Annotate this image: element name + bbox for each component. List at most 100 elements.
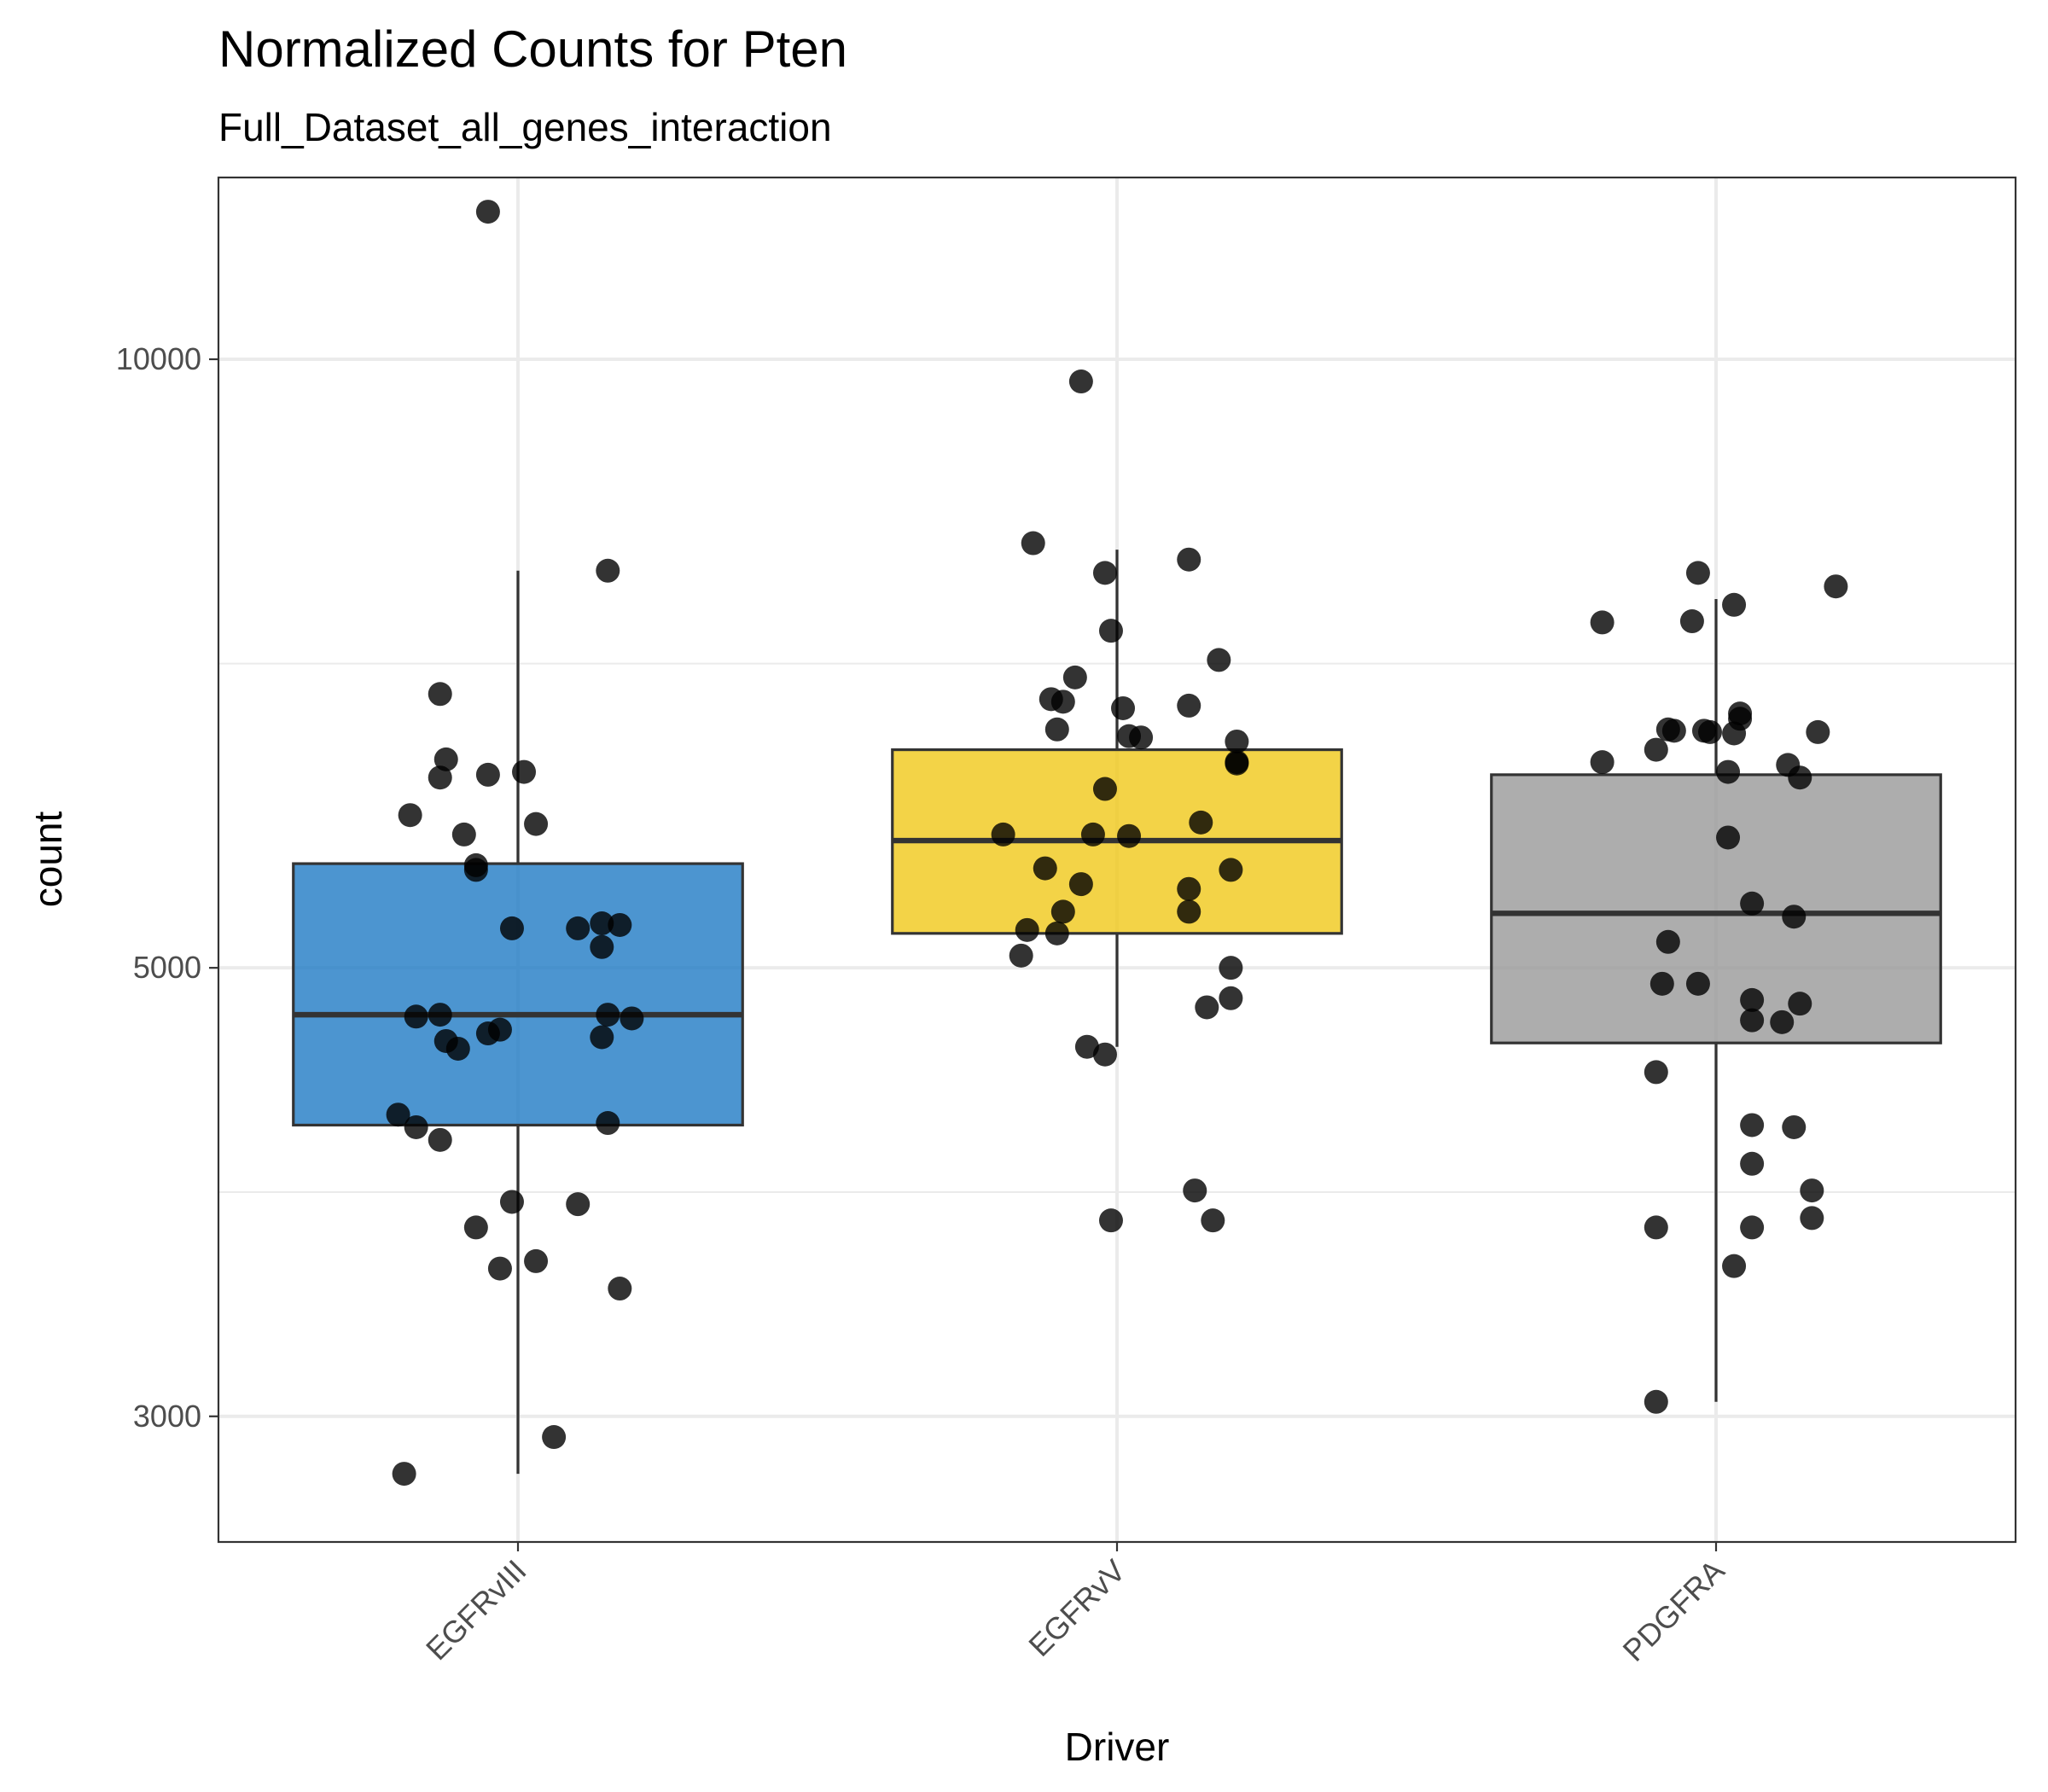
data-point bbox=[451, 822, 476, 847]
box-plots bbox=[292, 550, 1942, 1475]
data-point bbox=[608, 912, 632, 937]
data-point bbox=[499, 916, 524, 940]
data-point bbox=[1824, 574, 1848, 599]
data-point bbox=[392, 1462, 416, 1487]
data-point bbox=[1092, 777, 1117, 801]
data-point bbox=[428, 765, 452, 790]
data-point bbox=[1219, 956, 1243, 980]
data-point bbox=[1039, 687, 1063, 712]
data-point bbox=[596, 1111, 620, 1136]
data-point bbox=[1740, 1151, 1765, 1176]
data-point bbox=[1806, 719, 1830, 744]
data-point bbox=[566, 916, 591, 940]
y-tick-label: 10000 bbox=[116, 341, 201, 376]
data-point bbox=[566, 1192, 591, 1217]
data-point bbox=[463, 858, 488, 882]
y-tick-label: 3000 bbox=[133, 1399, 201, 1434]
data-point bbox=[1201, 1208, 1225, 1233]
data-point bbox=[1111, 695, 1136, 720]
data-point bbox=[1644, 737, 1668, 762]
data-point bbox=[524, 812, 549, 836]
data-point bbox=[1644, 1215, 1668, 1240]
data-point bbox=[1033, 856, 1057, 881]
data-point bbox=[1685, 971, 1710, 996]
data-point bbox=[1183, 1178, 1207, 1203]
data-point bbox=[1788, 992, 1812, 1016]
data-point bbox=[404, 1114, 428, 1139]
data-point bbox=[1177, 693, 1201, 718]
data-point bbox=[1782, 1114, 1807, 1139]
data-point bbox=[1098, 619, 1123, 643]
data-point bbox=[1225, 729, 1249, 753]
data-point bbox=[1782, 905, 1807, 929]
chart-title: Normalized Counts for Pten bbox=[218, 20, 847, 78]
data-point bbox=[1219, 858, 1243, 882]
data-point bbox=[1722, 592, 1747, 617]
data-point bbox=[1177, 547, 1201, 572]
data-point bbox=[1661, 719, 1686, 743]
data-point bbox=[1740, 1215, 1765, 1240]
data-point bbox=[1590, 750, 1615, 775]
data-point bbox=[1177, 876, 1201, 901]
data-point bbox=[1740, 891, 1765, 916]
data-point bbox=[620, 1006, 644, 1031]
data-point bbox=[404, 1004, 428, 1029]
data-point bbox=[590, 911, 614, 936]
data-point bbox=[475, 762, 500, 787]
data-point bbox=[1770, 1009, 1795, 1034]
data-point bbox=[428, 682, 452, 707]
data-point bbox=[1080, 822, 1105, 847]
data-point bbox=[487, 1017, 512, 1042]
data-point bbox=[398, 803, 422, 828]
data-point bbox=[1062, 665, 1087, 689]
data-point bbox=[590, 1025, 614, 1050]
data-point bbox=[1044, 921, 1069, 945]
data-point bbox=[1740, 987, 1765, 1012]
data-point bbox=[445, 1036, 470, 1061]
data-point bbox=[1098, 1208, 1123, 1233]
data-point bbox=[542, 1425, 567, 1450]
data-point bbox=[1074, 1034, 1099, 1059]
data-point bbox=[499, 1190, 524, 1214]
data-point bbox=[608, 1277, 632, 1301]
data-point bbox=[1189, 810, 1213, 835]
data-point bbox=[1044, 717, 1069, 742]
box-egfrvv bbox=[891, 550, 1343, 1047]
data-point bbox=[428, 1127, 452, 1152]
data-point bbox=[1117, 823, 1142, 848]
y-axis: 3000 5000 10000 bbox=[116, 341, 218, 1434]
data-point bbox=[1740, 1008, 1765, 1033]
box-egfrviii bbox=[292, 570, 744, 1475]
data-point bbox=[428, 1003, 452, 1027]
chart-subtitle: Full_Dataset_all_genes_interaction bbox=[218, 105, 832, 149]
data-point bbox=[386, 1103, 410, 1127]
data-point bbox=[512, 759, 537, 784]
data-point bbox=[433, 747, 458, 771]
data-point bbox=[590, 934, 614, 959]
data-point bbox=[1697, 719, 1722, 744]
data-point bbox=[991, 822, 1015, 847]
data-point bbox=[1644, 1060, 1668, 1085]
data-point bbox=[475, 200, 500, 224]
box-iqr bbox=[1490, 773, 1942, 1044]
data-point bbox=[1117, 724, 1142, 748]
data-point bbox=[1722, 1254, 1747, 1278]
data-point bbox=[463, 1215, 488, 1240]
data-point bbox=[1068, 369, 1093, 394]
data-point bbox=[1800, 1206, 1824, 1231]
data-point bbox=[1649, 971, 1674, 996]
data-point bbox=[1219, 986, 1243, 1010]
data-point bbox=[1722, 721, 1747, 746]
data-point bbox=[596, 1003, 620, 1027]
x-axis-title: Driver bbox=[1065, 1725, 1170, 1769]
y-tick-label: 5000 bbox=[133, 950, 201, 985]
data-point bbox=[1068, 872, 1093, 897]
data-point bbox=[1716, 759, 1741, 784]
data-point bbox=[1788, 765, 1812, 790]
data-point bbox=[1655, 929, 1680, 954]
y-axis-title: count bbox=[26, 812, 70, 908]
data-point bbox=[524, 1248, 549, 1273]
data-point bbox=[1195, 995, 1219, 1020]
data-point bbox=[1740, 1113, 1765, 1137]
